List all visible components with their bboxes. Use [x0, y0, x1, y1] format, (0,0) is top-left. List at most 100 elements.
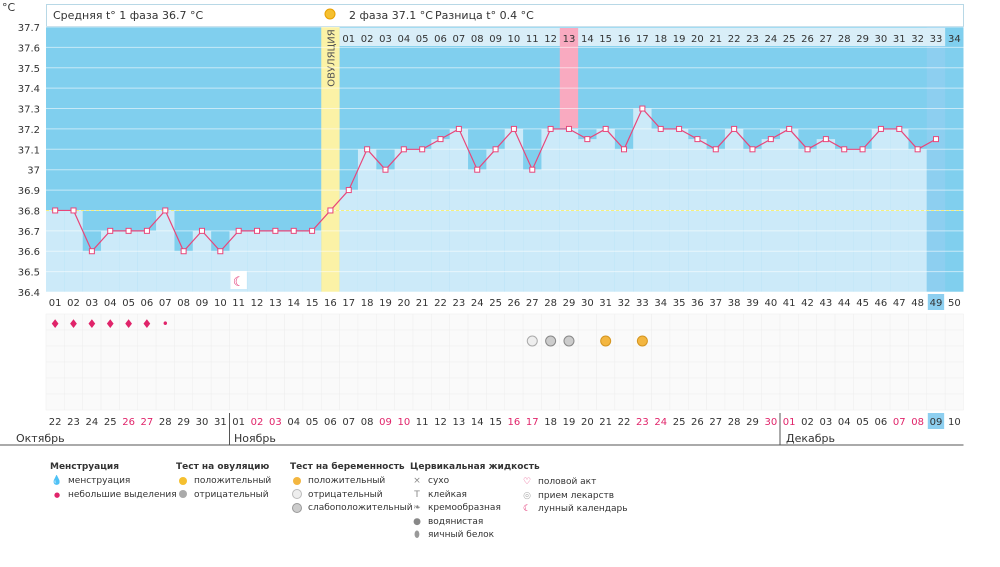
info-cell — [100, 329, 120, 347]
temperature-point — [437, 136, 444, 143]
y-tick-label: 37 — [27, 166, 40, 177]
info-cell — [743, 329, 762, 347]
legend-pregnancy-test: Тест на беременность положительный отриц… — [290, 462, 413, 516]
info-cell — [45, 329, 65, 347]
info-cell — [155, 377, 175, 395]
legend-item: отрицательный — [194, 489, 269, 500]
info-cell — [889, 393, 909, 411]
y-tick-label: 37.5 — [18, 64, 40, 75]
info-cell — [798, 393, 817, 411]
temperature-bar — [578, 139, 597, 292]
info-cell — [651, 393, 671, 411]
phase2-day-label: 14 — [581, 34, 594, 45]
phase-summary-bar: Средняя t° 1 фаза 36.7 °C 2 фаза 37.1 °C… — [46, 4, 964, 27]
cycle-day-label: 19 — [379, 298, 392, 309]
creamy-icon: ❧ — [413, 503, 421, 513]
calendar-date-label: 26 — [691, 417, 704, 428]
info-cell — [853, 345, 873, 363]
phase2-average: 2 фаза 37.1 °C — [349, 9, 433, 22]
info-cell — [339, 345, 359, 363]
phase2-day-label: 20 — [691, 34, 704, 45]
info-cell — [229, 329, 249, 347]
info-cell — [614, 361, 634, 379]
phase2-day-label: 27 — [820, 34, 833, 45]
temperature-bar — [816, 139, 836, 292]
phase2-day-label: 29 — [856, 34, 869, 45]
info-cell — [412, 377, 432, 395]
info-cell — [192, 329, 212, 347]
temperature-point — [859, 146, 866, 153]
calendar-date-label: 19 — [563, 417, 576, 428]
cycle-day-label: 15 — [306, 298, 319, 309]
info-cell — [926, 361, 946, 379]
info-cell — [45, 361, 65, 379]
info-cell — [394, 393, 414, 411]
temperature-point — [584, 136, 591, 143]
info-cell — [504, 313, 524, 331]
info-cell — [798, 329, 817, 347]
calendar-date-label: 12 — [434, 417, 447, 428]
info-cell — [376, 345, 395, 363]
temperature-bar — [119, 230, 138, 292]
cycle-day-label: 14 — [287, 298, 300, 309]
legend-item: клейкая — [428, 489, 467, 500]
temperature-bar — [247, 230, 267, 292]
cycle-day-label: 27 — [526, 298, 539, 309]
phase2-day-label: 07 — [453, 34, 466, 45]
info-cell — [669, 329, 689, 347]
positive-test-icon — [290, 475, 304, 489]
info-cell — [926, 345, 946, 363]
info-cell — [100, 393, 120, 411]
info-cell — [210, 393, 230, 411]
phase2-day-label: 03 — [379, 34, 392, 45]
info-cell — [706, 345, 726, 363]
info-cell — [724, 329, 744, 347]
info-cell — [688, 361, 707, 379]
month-label-october: Октябрь — [16, 432, 65, 445]
info-cell — [467, 393, 487, 411]
cycle-day-label: 06 — [141, 298, 154, 309]
info-cell — [908, 329, 928, 347]
temperature-point — [529, 166, 536, 173]
info-cell — [834, 361, 854, 379]
info-cell — [431, 361, 450, 379]
info-cell — [688, 329, 707, 347]
info-cell — [632, 393, 652, 411]
calendar-date-label: 29 — [746, 417, 759, 428]
temperature-bar — [284, 230, 303, 292]
positive-test-icon — [600, 335, 612, 347]
info-cell — [449, 393, 469, 411]
info-cell — [64, 377, 83, 395]
calendar-date-label: 02 — [801, 417, 814, 428]
info-cell — [155, 393, 175, 411]
temperature-point — [125, 227, 132, 234]
info-cell — [559, 345, 579, 363]
phase2-day-label: 17 — [636, 34, 649, 45]
info-cell — [541, 393, 561, 411]
info-cell — [761, 393, 781, 411]
drop-icon: 💧 — [51, 476, 63, 486]
info-cell — [651, 361, 671, 379]
info-cell — [944, 393, 964, 411]
legend-item: сухо — [428, 476, 450, 486]
info-cell — [137, 377, 157, 395]
info-cell — [137, 329, 157, 347]
phase2-strip — [339, 28, 946, 46]
temperature-bar — [706, 149, 725, 292]
info-cell — [651, 377, 671, 395]
info-cell — [688, 377, 707, 395]
info-cell — [321, 393, 340, 411]
calendar-date-label: 02 — [251, 417, 264, 428]
temperature-difference: Разница t° 0.4 °C — [435, 9, 534, 22]
cycle-day-label: 12 — [251, 298, 264, 309]
info-cell — [651, 313, 671, 331]
phase2-day-label: 05 — [416, 34, 429, 45]
info-cell — [467, 345, 487, 363]
calendar-date-label: 03 — [820, 417, 833, 428]
info-cell — [669, 377, 689, 395]
info-cell — [449, 345, 469, 363]
info-cell — [688, 345, 707, 363]
calendar-date-label: 24 — [654, 417, 667, 428]
temperature-bar — [761, 139, 780, 292]
info-cell — [798, 345, 817, 363]
